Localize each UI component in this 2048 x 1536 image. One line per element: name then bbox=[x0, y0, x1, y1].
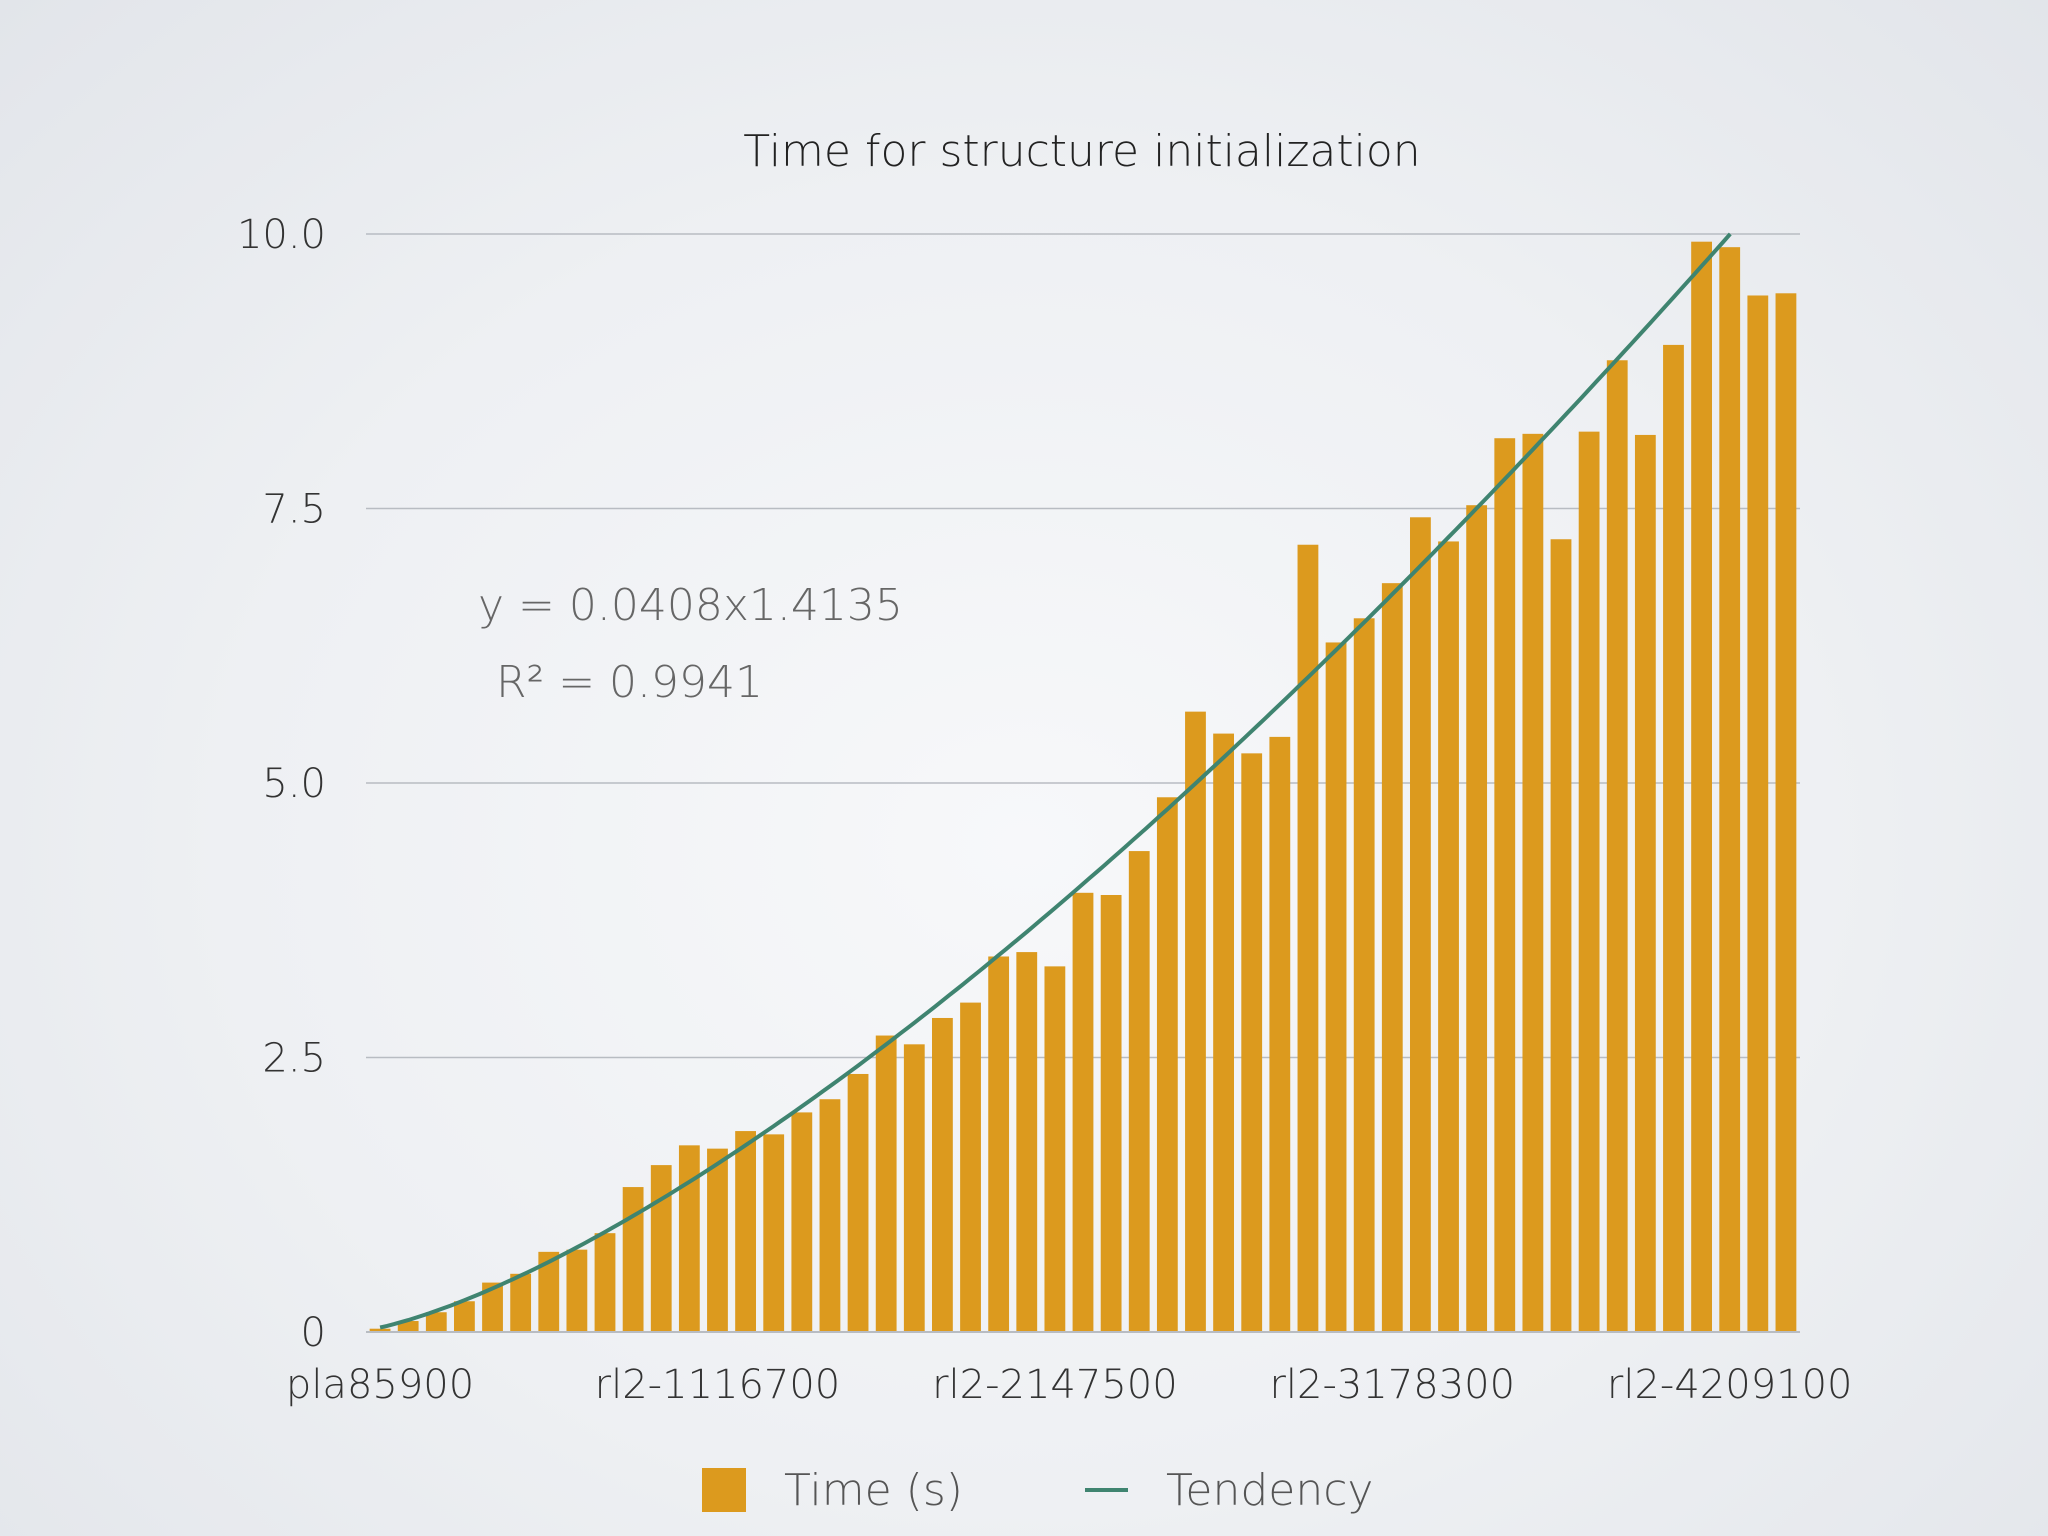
bar-3 bbox=[454, 1301, 475, 1332]
bar-29 bbox=[1185, 711, 1206, 1332]
bar-47 bbox=[1691, 241, 1712, 1332]
bar-4 bbox=[482, 1282, 503, 1332]
bar-44 bbox=[1606, 360, 1628, 1332]
trend-line bbox=[379, 232, 1732, 1330]
bar-22 bbox=[988, 956, 1010, 1332]
legend-label-tendency: Tendency bbox=[1166, 1465, 1373, 1516]
bar-39 bbox=[1466, 505, 1488, 1332]
bar-35 bbox=[1353, 618, 1375, 1332]
equation-annotation: y = 0.0408x1.4135 R² = 0.9941 bbox=[478, 580, 903, 708]
bar-11 bbox=[678, 1145, 700, 1332]
bar-8 bbox=[594, 1233, 616, 1332]
bars bbox=[369, 241, 1797, 1333]
bar-0 bbox=[369, 1328, 391, 1332]
x-tick-label-3: rl2-3178300 bbox=[1269, 1362, 1515, 1408]
bar-24 bbox=[1044, 966, 1066, 1332]
bar-37 bbox=[1410, 517, 1431, 1332]
bar-25 bbox=[1072, 892, 1094, 1332]
y-tick-label-1: 2.5 bbox=[262, 1036, 326, 1082]
bar-15 bbox=[791, 1112, 813, 1332]
y-tick-label-2: 5.0 bbox=[262, 761, 326, 807]
bar-1 bbox=[397, 1321, 419, 1332]
legend-swatch-time bbox=[702, 1468, 746, 1512]
x-tick-labels: pla85900 rl2-1116700 rl2-2147500 rl2-317830… bbox=[286, 1362, 1853, 1408]
bar-19 bbox=[903, 1044, 925, 1332]
bar-7 bbox=[566, 1249, 588, 1332]
chart-title: Time for structure initialization bbox=[743, 126, 1420, 177]
y-tick-label-4: 10.0 bbox=[237, 212, 326, 258]
bar-23 bbox=[1016, 952, 1038, 1332]
bar-34 bbox=[1325, 642, 1347, 1332]
bar-26 bbox=[1100, 894, 1122, 1332]
bar-6 bbox=[538, 1251, 560, 1332]
y-tick-labels: 0 2.5 5.0 7.5 10.0 bbox=[237, 212, 326, 1356]
r-squared-text: R² = 0.9941 bbox=[496, 657, 763, 708]
bar-43 bbox=[1578, 431, 1600, 1332]
bar-2 bbox=[425, 1312, 447, 1332]
legend: Time (s) Tendency bbox=[702, 1465, 1373, 1516]
y-tick-label-0: 0 bbox=[301, 1310, 326, 1356]
bar-5 bbox=[510, 1273, 532, 1332]
bar-13 bbox=[735, 1131, 756, 1332]
bar-50 bbox=[1775, 293, 1797, 1332]
x-tick-label-0: pla85900 bbox=[286, 1362, 474, 1408]
bar-49 bbox=[1747, 295, 1769, 1332]
bar-30 bbox=[1213, 733, 1234, 1332]
bar-18 bbox=[875, 1035, 897, 1332]
bar-31 bbox=[1241, 753, 1263, 1332]
legend-label-time: Time (s) bbox=[784, 1465, 963, 1516]
bar-14 bbox=[763, 1134, 785, 1332]
bar-21 bbox=[960, 1002, 981, 1332]
bar-33 bbox=[1297, 544, 1319, 1332]
bar-41 bbox=[1522, 433, 1544, 1332]
bar-45 bbox=[1634, 434, 1656, 1333]
y-tick-label-3: 7.5 bbox=[262, 487, 326, 533]
bar-27 bbox=[1128, 851, 1150, 1332]
trend-line-group bbox=[379, 232, 1732, 1330]
bar-36 bbox=[1381, 583, 1403, 1332]
bar-38 bbox=[1438, 541, 1459, 1332]
bar-48 bbox=[1719, 247, 1741, 1332]
bar-17 bbox=[847, 1073, 869, 1332]
bar-32 bbox=[1269, 736, 1291, 1332]
bar-10 bbox=[650, 1165, 672, 1332]
bar-42 bbox=[1550, 539, 1572, 1332]
bar-46 bbox=[1663, 344, 1684, 1332]
bar-28 bbox=[1156, 797, 1178, 1332]
bar-40 bbox=[1494, 438, 1516, 1332]
x-tick-label-1: rl2-1116700 bbox=[595, 1362, 841, 1408]
bar-16 bbox=[819, 1099, 841, 1332]
bar-9 bbox=[622, 1187, 644, 1332]
x-tick-label-4: rl2-4209100 bbox=[1607, 1362, 1853, 1408]
x-tick-label-2: rl2-2147500 bbox=[932, 1362, 1178, 1408]
equation-text: y = 0.0408x1.4135 bbox=[478, 580, 903, 631]
bar-12 bbox=[707, 1148, 728, 1332]
bar-20 bbox=[932, 1017, 953, 1332]
